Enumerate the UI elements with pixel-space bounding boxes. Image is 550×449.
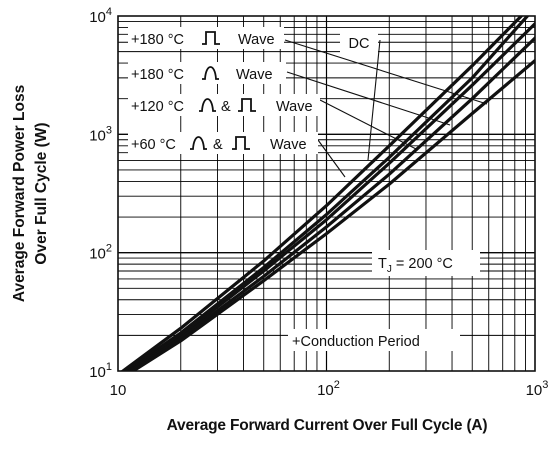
label-120-amp: & — [221, 99, 231, 115]
x-tick-label: 102 — [317, 379, 340, 399]
label-bg-dc — [340, 31, 378, 53]
x-axis-label: Average Forward Current Over Full Cycle … — [166, 417, 488, 434]
y-label-line-2: Over Full Cycle (W) — [33, 122, 50, 264]
curves — [120, 16, 535, 371]
y-tick-label: 104 — [89, 6, 112, 26]
label-bg-60 — [128, 132, 318, 154]
x-tick-label: 10 — [110, 382, 127, 399]
leader-60 — [317, 139, 346, 178]
label-120-prefix: +120 °C — [131, 99, 184, 115]
label-bg-conduction — [288, 329, 460, 351]
series-line-4 — [127, 36, 535, 371]
square-wave-icon — [232, 136, 250, 150]
label-bg-sine180 — [128, 62, 286, 84]
label-60-amp: & — [213, 137, 223, 153]
label-bg-tj — [372, 250, 480, 276]
label-60-suffix: Wave — [270, 137, 307, 153]
label-sine180-prefix: +180 °C — [131, 67, 184, 83]
x-tick-label: 103 — [526, 379, 549, 399]
y-tick-label: 102 — [89, 243, 112, 263]
annotations: +180 °C Wave+180 °C Wave+120 °C & Wave+60 °C… — [128, 27, 488, 351]
plot-frame — [117, 15, 536, 372]
square-wave-icon — [202, 31, 220, 45]
y-axis-label: Average Forward Power Loss Over Full Cycl… — [11, 85, 50, 302]
label-tj: TJ = 200 °C — [378, 256, 453, 275]
sine-wave-icon — [190, 136, 207, 150]
label-120-suffix: Wave — [276, 99, 313, 115]
series-line-2 — [122, 16, 529, 371]
label-conduction: +Conduction Period — [292, 334, 420, 350]
leader-dc — [367, 39, 381, 161]
y-label-line-1: Average Forward Power Loss — [11, 85, 28, 302]
leader-120 — [319, 99, 419, 151]
label-sq180-prefix: +180 °C — [131, 32, 184, 48]
label-sq180-suffix: Wave — [238, 32, 275, 48]
y-tick-label: 101 — [89, 361, 112, 381]
y-tick-label: 103 — [89, 124, 112, 144]
sine-wave-icon — [202, 66, 219, 80]
label-bg-120 — [128, 94, 320, 116]
label-sine180-suffix: Wave — [236, 67, 273, 83]
series-line-5 — [130, 59, 535, 371]
sine-wave-icon — [199, 98, 216, 112]
leader-sq180 — [284, 39, 488, 105]
series-line-1 — [120, 16, 523, 371]
label-60-prefix: +60 °C — [131, 137, 176, 153]
square-wave-icon — [238, 98, 256, 112]
leader-sine180 — [286, 71, 451, 126]
label-dc: DC — [349, 36, 370, 52]
series-line-3 — [125, 22, 535, 371]
